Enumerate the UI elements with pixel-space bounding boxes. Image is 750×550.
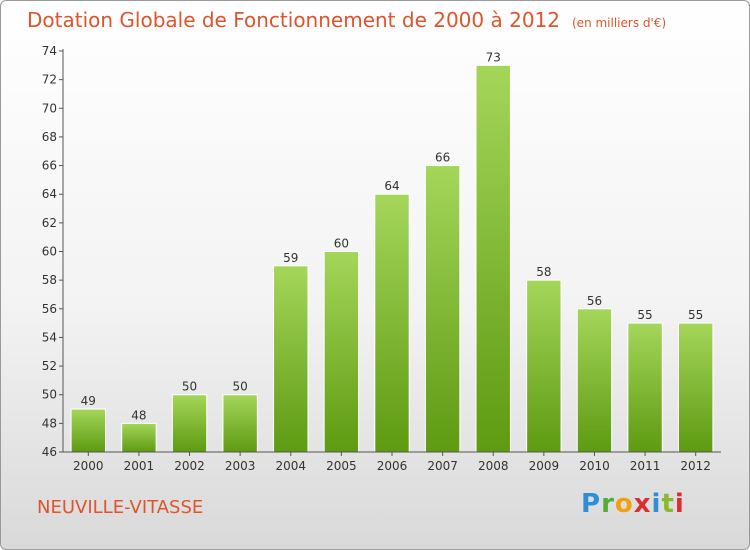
y-tick-label: 46 <box>42 445 57 459</box>
bar <box>70 408 107 453</box>
x-axis: 2000 2001 2002 2003 2004 2005 2006 2007 2008 2009… <box>63 451 721 473</box>
x-tick-label: 2011 <box>630 459 661 473</box>
commune-name: NEUVILLE-VITASSE <box>37 497 204 518</box>
bar <box>526 279 562 453</box>
logo-letter: t <box>661 489 675 519</box>
bar <box>627 322 663 453</box>
bar <box>424 165 461 453</box>
bar <box>374 193 410 453</box>
logo-letter: i <box>651 489 662 519</box>
x-tick-label: 2010 <box>579 459 610 473</box>
y-tick-label: 52 <box>42 359 57 373</box>
bars: 49 48 50 50 59 60 64 66 73 58 56 55 55 <box>70 50 714 453</box>
x-tick-label: 2006 <box>377 459 408 473</box>
bar <box>475 64 511 453</box>
chart-unit: (en milliers d'€) <box>572 16 667 30</box>
y-tick-label: 72 <box>42 73 57 87</box>
x-tick-label: 2008 <box>478 459 509 473</box>
x-tick-label: 2012 <box>680 459 711 473</box>
y-tick-label: 64 <box>42 187 57 201</box>
bar-value-label: 50 <box>233 380 248 394</box>
bar-value-label: 56 <box>587 294 602 308</box>
x-tick-label: 2003 <box>225 459 256 473</box>
y-tick-label: 50 <box>42 388 57 402</box>
bar <box>677 322 714 453</box>
bar <box>121 422 157 453</box>
chart-title-text: Dotation Globale de Fonctionnement de 20… <box>27 8 560 32</box>
bar <box>171 394 208 453</box>
logo-letter: P <box>581 489 602 519</box>
x-tick-label: 2009 <box>529 459 560 473</box>
y-tick-label: 54 <box>42 330 57 344</box>
bar <box>323 251 360 453</box>
bar-value-label: 49 <box>81 394 96 408</box>
logo-letter: i <box>674 489 685 519</box>
y-axis: 46 48 50 52 54 56 58 60 62 64 66 68 70 72 74 <box>42 44 64 459</box>
bar-chart: 46 48 50 52 54 56 58 60 62 64 66 68 70 72 74 49 48 50 50 5… <box>42 44 721 473</box>
y-tick-label: 62 <box>42 216 57 230</box>
x-tick-label: 2005 <box>326 459 357 473</box>
bar <box>273 265 309 453</box>
bar <box>222 394 258 453</box>
x-tick-label: 2002 <box>174 459 205 473</box>
bar-value-label: 59 <box>283 251 298 265</box>
bar-value-label: 64 <box>384 179 399 193</box>
y-tick-label: 60 <box>42 245 57 259</box>
bar-value-label: 60 <box>334 237 349 251</box>
y-tick-label: 48 <box>42 416 57 430</box>
x-tick-label: 2004 <box>275 459 306 473</box>
x-tick-label: 2000 <box>73 459 104 473</box>
bar-value-label: 66 <box>435 151 450 165</box>
y-tick-label: 74 <box>42 44 57 58</box>
bar-value-label: 50 <box>182 380 197 394</box>
bar-value-label: 73 <box>486 50 501 64</box>
chart-title: Dotation Globale de Fonctionnement de 20… <box>27 8 666 32</box>
y-tick-label: 68 <box>42 130 57 144</box>
x-tick-label: 2007 <box>427 459 458 473</box>
y-tick-label: 70 <box>42 101 57 115</box>
x-tick-label: 2001 <box>124 459 155 473</box>
bar-value-label: 55 <box>688 308 703 322</box>
bar-value-label: 55 <box>637 308 652 322</box>
logo-letter: o <box>614 489 634 519</box>
y-tick-label: 58 <box>42 273 57 287</box>
y-tick-label: 56 <box>42 302 57 316</box>
bar-value-label: 58 <box>536 265 551 279</box>
proxiti-logo: Proxiti <box>581 489 685 519</box>
logo-letter: r <box>601 489 615 519</box>
bar-value-label: 48 <box>131 408 146 422</box>
bar <box>576 308 613 453</box>
y-tick-label: 66 <box>42 159 57 173</box>
logo-letter: x <box>633 489 652 519</box>
